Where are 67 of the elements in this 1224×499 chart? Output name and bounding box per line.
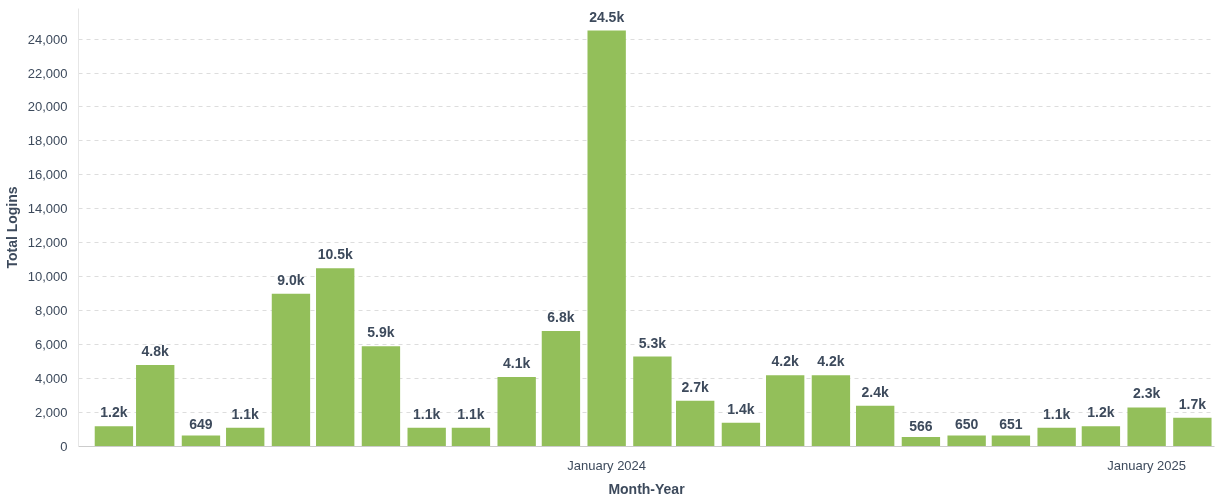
- bar: [991, 435, 1031, 447]
- bar: [1081, 426, 1121, 447]
- data-label: 9.0k: [277, 271, 305, 288]
- y-tick-label: 4,000: [34, 371, 68, 387]
- data-label: 651: [999, 416, 1023, 433]
- y-tick-label: 8,000: [34, 303, 68, 319]
- bar: [721, 422, 761, 447]
- y-tick-label: 0: [60, 439, 68, 454]
- data-label: 1.1k: [457, 405, 485, 422]
- y-tick-label: 10,000: [27, 269, 68, 285]
- data-label: 4.2k: [817, 353, 845, 370]
- data-label: 1.2k: [100, 404, 128, 421]
- data-label: 2.3k: [1133, 385, 1161, 402]
- bar: [1127, 407, 1166, 447]
- bar: [766, 375, 805, 447]
- data-label: 2.7k: [681, 378, 710, 395]
- data-label: 649: [189, 416, 213, 433]
- data-label: 2.4k: [861, 383, 890, 400]
- data-label: 5.9k: [367, 324, 395, 341]
- bar: [541, 331, 581, 447]
- data-label: 10.5k: [317, 246, 353, 263]
- data-label: 650: [954, 416, 979, 433]
- x-axis-title: Month-Year: [608, 480, 686, 497]
- bar: [1173, 417, 1212, 447]
- bar: [451, 427, 491, 447]
- y-tick-label: 22,000: [27, 65, 68, 81]
- y-tick-label: 24,000: [27, 31, 68, 47]
- bar: [856, 405, 895, 447]
- bar: [271, 293, 311, 447]
- data-label: 1.4k: [727, 400, 755, 417]
- y-tick-label: 18,000: [27, 133, 68, 149]
- bar: [676, 400, 715, 447]
- bar: [633, 356, 672, 447]
- bar: [181, 435, 221, 447]
- x-tick-label: January 2025: [1107, 457, 1187, 473]
- bar: [947, 435, 986, 447]
- y-tick-label: 16,000: [27, 167, 68, 183]
- bar: [497, 376, 536, 447]
- bar: [94, 426, 134, 447]
- bar: [1037, 427, 1076, 447]
- bar: [361, 346, 401, 447]
- data-label: 566: [909, 417, 933, 434]
- bar: [316, 268, 355, 447]
- data-label: 1.7k: [1178, 395, 1207, 412]
- bar: [811, 375, 851, 447]
- data-label: 6.8k: [547, 309, 575, 326]
- bar: [407, 427, 446, 447]
- x-tick-label: January 2024: [567, 457, 647, 473]
- y-tick-label: 2,000: [34, 405, 68, 421]
- data-label: 1.1k: [413, 405, 441, 422]
- data-label: 1.2k: [1087, 404, 1115, 421]
- y-axis-title: Total Logins: [3, 186, 20, 269]
- data-label: 4.1k: [503, 354, 531, 371]
- y-tick-label: 20,000: [27, 99, 68, 115]
- data-label: 1.1k: [1043, 405, 1071, 422]
- data-label: 24.5k: [589, 8, 625, 25]
- data-label: 1.1k: [231, 405, 260, 422]
- data-label: 5.3k: [638, 334, 667, 351]
- y-tick-label: 12,000: [27, 235, 68, 251]
- bar: [901, 436, 941, 447]
- data-label: 4.2k: [771, 353, 800, 370]
- y-tick-label: 14,000: [27, 201, 68, 217]
- data-label: 4.8k: [141, 343, 170, 360]
- bar: [587, 30, 626, 447]
- bar: [226, 427, 265, 447]
- y-tick-label: 6,000: [34, 337, 68, 353]
- bar: [136, 365, 175, 447]
